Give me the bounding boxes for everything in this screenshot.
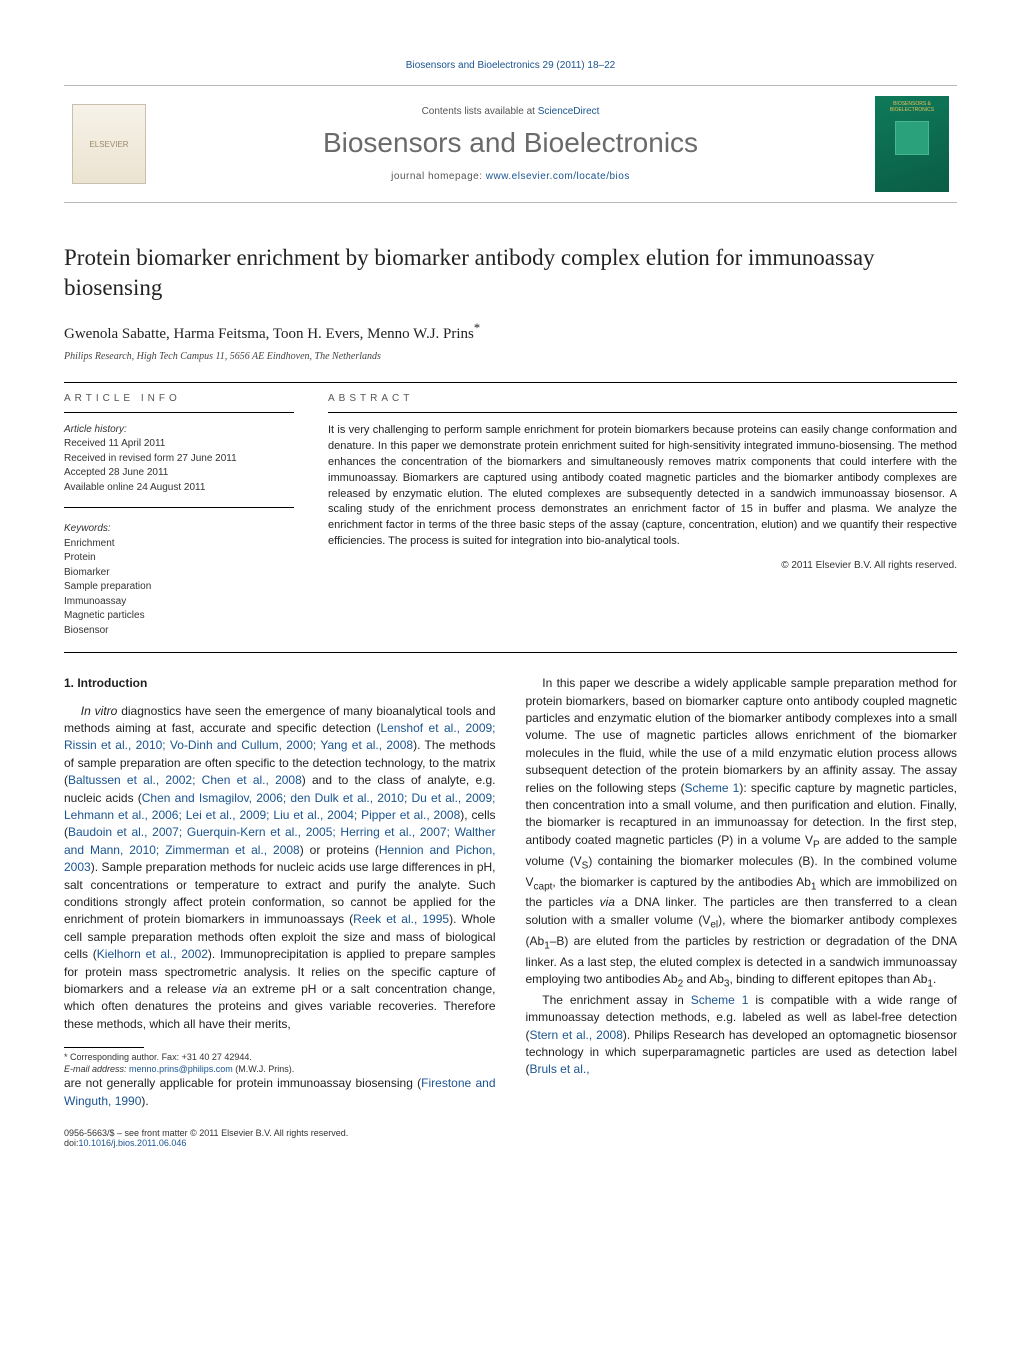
p2-text-b: ). bbox=[141, 1094, 148, 1108]
keyword-1: Protein bbox=[64, 551, 294, 566]
p1-italic-via: via bbox=[212, 982, 227, 996]
author-list: Gwenola Sabatte, Harma Feitsma, Toon H. … bbox=[64, 321, 957, 343]
received-date: Received 11 April 2011 bbox=[64, 437, 294, 452]
p3-italic-via: via bbox=[600, 895, 615, 909]
body-p2: are not generally applicable for protein… bbox=[64, 1075, 496, 1110]
scheme-link-2[interactable]: Scheme 1 bbox=[691, 993, 749, 1007]
masthead-center: Contents lists available at ScienceDirec… bbox=[160, 106, 861, 182]
ref-link-7[interactable]: Kielhorn et al., 2002 bbox=[97, 947, 208, 961]
corresponding-footnote: * Corresponding author. Fax: +31 40 27 4… bbox=[64, 1052, 496, 1075]
article-info-rule bbox=[64, 412, 294, 413]
authors-text: Gwenola Sabatte, Harma Feitsma, Toon H. … bbox=[64, 326, 474, 342]
article-title: Protein biomarker enrichment by biomarke… bbox=[64, 243, 957, 303]
abstract-rule bbox=[328, 412, 957, 413]
doi-link[interactable]: 10.1016/j.bios.2011.06.046 bbox=[79, 1138, 187, 1148]
abstract-copyright: © 2011 Elsevier B.V. All rights reserved… bbox=[328, 560, 957, 571]
p3-text-k: , binding to different epitopes than Ab bbox=[729, 972, 927, 986]
article-history: Article history: Received 11 April 2011 … bbox=[64, 423, 294, 639]
body-p3: In this paper we describe a widely appli… bbox=[526, 675, 958, 992]
abstract-column: abstract It is very challenging to perfo… bbox=[328, 393, 957, 639]
scheme-link-1[interactable]: Scheme 1 bbox=[684, 781, 739, 795]
meta-abstract-row: article info Article history: Received 1… bbox=[64, 393, 957, 639]
p3-sub5: el bbox=[710, 919, 718, 930]
journal-masthead: ELSEVIER Contents lists available at Sci… bbox=[64, 85, 957, 203]
homepage-line: journal homepage: www.elsevier.com/locat… bbox=[160, 171, 861, 182]
cover-label: BIOSENSORS & BIOELECTRONICS bbox=[879, 102, 945, 113]
p2-text-a: are not generally applicable for protein… bbox=[64, 1076, 421, 1090]
corresponding-marker: * bbox=[474, 321, 480, 335]
footer: 0956-5663/$ – see front matter © 2011 El… bbox=[64, 1128, 957, 1148]
elsevier-tree-icon: ELSEVIER bbox=[72, 104, 146, 184]
issn-line: 0956-5663/$ – see front matter © 2011 El… bbox=[64, 1128, 957, 1138]
homepage-pre: journal homepage: bbox=[391, 171, 486, 182]
p4-text-a: The enrichment assay in bbox=[542, 993, 690, 1007]
abstract-label: abstract bbox=[328, 393, 957, 404]
running-head: Biosensors and Bioelectronics 29 (2011) … bbox=[64, 60, 957, 71]
footnote-email-label: E-mail address: bbox=[64, 1064, 127, 1074]
journal-name: Biosensors and Bioelectronics bbox=[160, 127, 861, 159]
article-info-label: article info bbox=[64, 393, 294, 404]
keyword-6: Biosensor bbox=[64, 624, 294, 639]
body-p1: In vitro diagnostics have seen the emerg… bbox=[64, 703, 496, 1033]
revised-date: Received in revised form 27 June 2011 bbox=[64, 452, 294, 467]
history-head: Article history: bbox=[64, 423, 294, 438]
keyword-3: Sample preparation bbox=[64, 580, 294, 595]
section-heading-1: 1. Introduction bbox=[64, 675, 496, 692]
keyword-4: Immunoassay bbox=[64, 595, 294, 610]
footnote-email-link[interactable]: menno.prins@philips.com bbox=[129, 1064, 233, 1074]
keywords-rule bbox=[64, 507, 294, 508]
ref-link-10[interactable]: Bruls et al., bbox=[530, 1062, 590, 1076]
p1-text-f: ) or proteins ( bbox=[300, 843, 379, 857]
p3-text-l: . bbox=[933, 972, 936, 986]
p3-text-a: In this paper we describe a widely appli… bbox=[526, 676, 958, 794]
keywords-head: Keywords: bbox=[64, 522, 294, 537]
footnote-corr: * Corresponding author. Fax: +31 40 27 4… bbox=[64, 1052, 496, 1064]
lists-available-line: Contents lists available at ScienceDirec… bbox=[160, 106, 861, 117]
ref-link-6[interactable]: Reek et al., 1995 bbox=[353, 912, 449, 926]
ref-link-9[interactable]: Stern et al., 2008 bbox=[530, 1028, 623, 1042]
divider-bottom bbox=[64, 652, 957, 653]
p3-text-e: , the biomarker is captured by the antib… bbox=[552, 875, 810, 889]
journal-cover-thumb: BIOSENSORS & BIOELECTRONICS bbox=[875, 96, 949, 192]
keyword-0: Enrichment bbox=[64, 537, 294, 552]
doi-pre: doi: bbox=[64, 1138, 79, 1148]
footnote-email-tail: (M.W.J. Prins). bbox=[233, 1064, 295, 1074]
lists-pre: Contents lists available at bbox=[422, 106, 538, 117]
p3-sub1: P bbox=[813, 839, 820, 850]
keyword-2: Biomarker bbox=[64, 566, 294, 581]
article-info-column: article info Article history: Received 1… bbox=[64, 393, 294, 639]
abstract-body: It is very challenging to perform sample… bbox=[328, 423, 957, 551]
elsevier-label: ELSEVIER bbox=[89, 140, 128, 149]
running-head-link[interactable]: Biosensors and Bioelectronics 29 (2011) … bbox=[406, 60, 615, 71]
p3-text-j: and Ab bbox=[683, 972, 724, 986]
ref-link-2[interactable]: Baltussen et al., 2002; Chen et al., 200… bbox=[68, 773, 302, 787]
body-two-column: 1. Introduction In vitro diagnostics hav… bbox=[64, 675, 957, 1110]
sciencedirect-link[interactable]: ScienceDirect bbox=[538, 106, 600, 117]
footnote-rule bbox=[64, 1047, 144, 1048]
homepage-link[interactable]: www.elsevier.com/locate/bios bbox=[486, 171, 630, 182]
divider-top bbox=[64, 382, 957, 383]
accepted-date: Accepted 28 June 2011 bbox=[64, 466, 294, 481]
cover-art-icon bbox=[895, 121, 929, 155]
keyword-5: Magnetic particles bbox=[64, 609, 294, 624]
p3-sub3: capt bbox=[534, 881, 553, 892]
p1-italic-invitro: In vitro bbox=[81, 704, 118, 718]
affiliation: Philips Research, High Tech Campus 11, 5… bbox=[64, 351, 957, 362]
body-p4: The enrichment assay in Scheme 1 is comp… bbox=[526, 992, 958, 1079]
online-date: Available online 24 August 2011 bbox=[64, 481, 294, 496]
